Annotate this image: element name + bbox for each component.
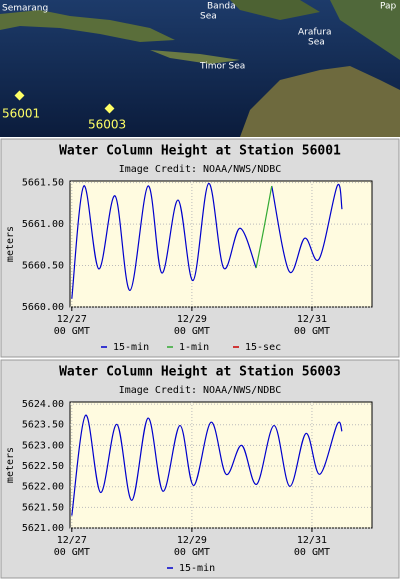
land	[330, 0, 400, 60]
y-tick-label: 5623.50	[22, 420, 64, 431]
x-tick-label: 12/31 00 GMT	[294, 535, 330, 558]
data-line	[71, 414, 343, 516]
land	[240, 66, 400, 137]
chart-title: Water Column Height at Station 56003	[59, 365, 341, 380]
y-tick-label: 5661.50	[22, 178, 64, 189]
land	[150, 50, 240, 64]
x-tick-label: 12/31 00 GMT	[294, 314, 330, 337]
chart-subtitle: Image Credit: NOAA/NWS/NDBC	[119, 385, 282, 396]
y-tick-label: 5660.50	[22, 261, 64, 272]
legend-label: 15-min	[113, 342, 149, 353]
y-axis-label: meters	[5, 447, 16, 483]
map-label: Banda	[207, 2, 236, 12]
y-tick-label: 5622.50	[22, 461, 64, 472]
land	[0, 10, 175, 42]
chart-title: Water Column Height at Station 56001	[59, 144, 341, 159]
x-tick-label: 12/27 00 GMT	[54, 535, 90, 558]
legend-label: 15-sec	[245, 342, 281, 353]
station-label[interactable]: 56003	[88, 118, 126, 132]
x-tick-label: 12/29 00 GMT	[174, 535, 210, 558]
map: Semarang Banda Sea Arafura Sea Timor Sea…	[0, 0, 400, 137]
y-tick-label: 5660.00	[22, 302, 64, 313]
map-label: Sea	[308, 38, 325, 48]
station-marker[interactable]	[104, 103, 115, 114]
chart-panel: Water Column Height at Station 56003 Imag…	[0, 359, 400, 579]
y-tick-label: 5622.00	[22, 482, 64, 493]
map-label: Arafura	[298, 28, 331, 38]
data-line	[255, 185, 273, 269]
y-tick-label: 5623.00	[22, 440, 64, 451]
y-axis-label: meters	[5, 226, 16, 262]
map-label: Timor Sea	[199, 62, 245, 72]
legend-label: 1-min	[179, 342, 209, 353]
station-label[interactable]: 56001	[2, 107, 40, 121]
y-tick-label: 5624.00	[22, 399, 64, 410]
chart-subtitle: Image Credit: NOAA/NWS/NDBC	[119, 164, 282, 175]
plot-area	[69, 401, 373, 529]
legend-label: 15-min	[179, 563, 215, 574]
x-tick-label: 12/27 00 GMT	[54, 314, 90, 337]
map-label: Sea	[200, 12, 217, 22]
chart-panel: Water Column Height at Station 56001 Imag…	[0, 138, 400, 358]
y-tick-label: 5621.50	[22, 502, 64, 513]
y-tick-label: 5661.00	[22, 219, 64, 230]
x-tick-label: 12/29 00 GMT	[174, 314, 210, 337]
map-label: Semarang	[2, 4, 48, 14]
map-label: Pap	[380, 2, 397, 12]
plot-area	[69, 180, 373, 308]
data-line	[71, 182, 343, 299]
y-tick-label: 5621.00	[22, 523, 64, 534]
land	[230, 0, 320, 20]
